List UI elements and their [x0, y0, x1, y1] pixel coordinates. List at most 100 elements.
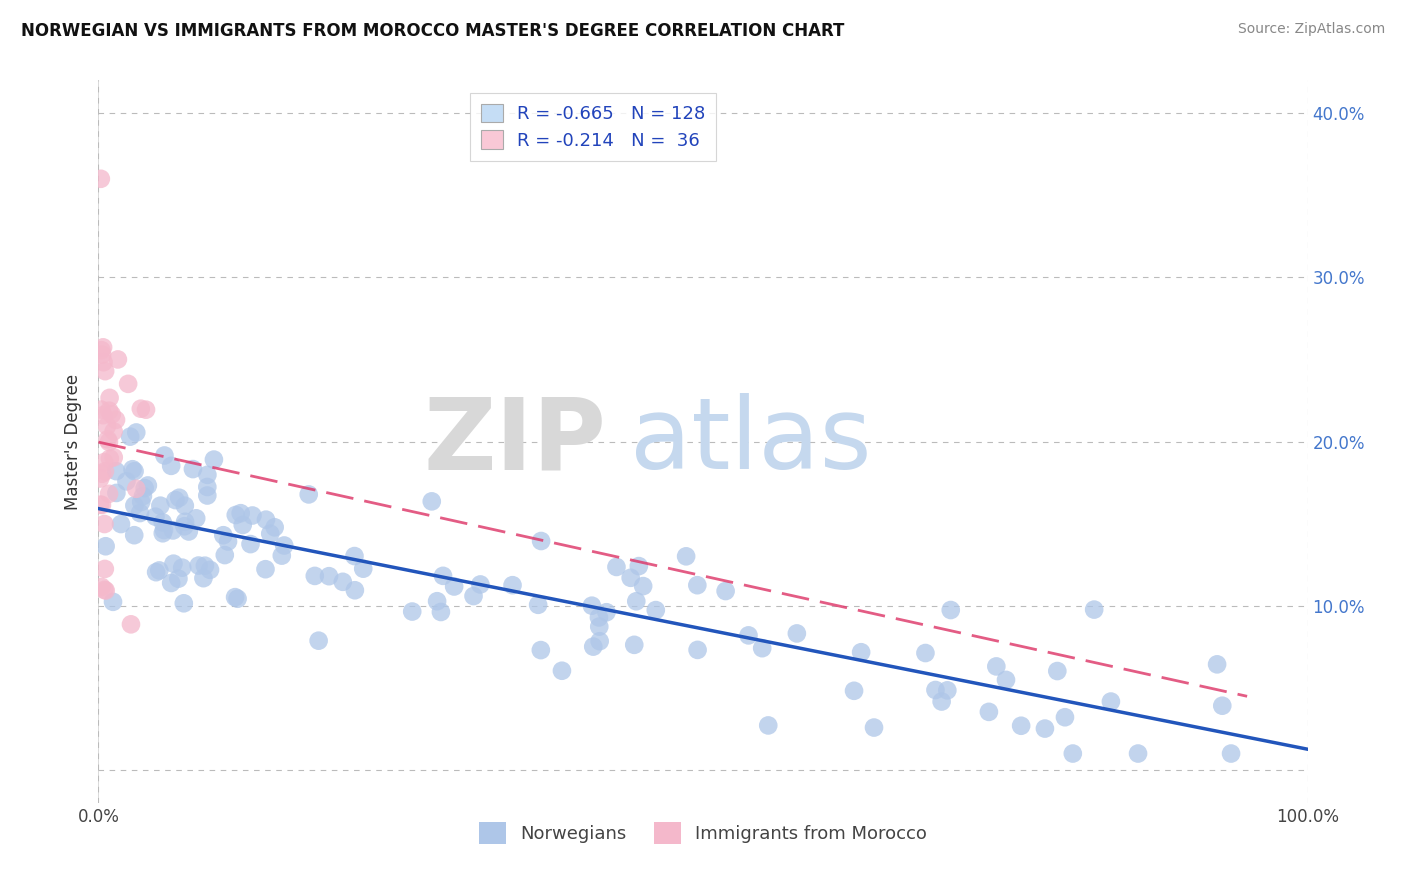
Point: [914, 646, 936, 660]
Point: [145, 509, 167, 524]
Point: [588, 610, 610, 624]
Point: [737, 628, 759, 642]
Point: [686, 578, 709, 592]
Point: [530, 534, 553, 549]
Point: [90, 402, 112, 417]
Point: [229, 506, 252, 520]
Point: [98, 451, 121, 466]
Point: [432, 569, 454, 583]
Point: [91, 498, 114, 512]
Point: [605, 560, 627, 574]
Point: [122, 528, 145, 542]
Point: [581, 599, 603, 613]
Point: [352, 562, 374, 576]
Point: [117, 376, 139, 391]
Point: [98, 403, 121, 417]
Point: [1220, 747, 1243, 761]
Point: [232, 517, 254, 532]
Point: [89, 498, 111, 512]
Point: [214, 548, 236, 562]
Point: [1099, 695, 1122, 709]
Point: [148, 563, 170, 577]
Point: [124, 464, 146, 478]
Point: [931, 694, 953, 708]
Point: [225, 508, 247, 522]
Point: [343, 583, 366, 598]
Point: [502, 578, 524, 592]
Point: [97, 433, 120, 447]
Point: [135, 402, 157, 417]
Point: [849, 645, 872, 659]
Point: [530, 643, 553, 657]
Point: [343, 549, 366, 563]
Point: [174, 515, 197, 529]
Point: [89, 471, 111, 485]
Point: [172, 560, 194, 574]
Point: [167, 572, 190, 586]
Point: [463, 589, 485, 603]
Point: [318, 569, 340, 583]
Point: [91, 348, 114, 362]
Point: [242, 508, 264, 523]
Point: [623, 638, 645, 652]
Point: [273, 539, 295, 553]
Point: [120, 430, 142, 444]
Text: ZIP: ZIP: [423, 393, 606, 490]
Point: [120, 617, 142, 632]
Point: [1010, 719, 1032, 733]
Point: [105, 413, 128, 427]
Point: [195, 480, 218, 494]
Point: [103, 425, 125, 439]
Point: [91, 340, 114, 354]
Point: [129, 495, 152, 509]
Point: [129, 401, 152, 416]
Point: [165, 493, 187, 508]
Point: [101, 595, 124, 609]
Point: [93, 355, 115, 369]
Point: [91, 467, 114, 481]
Point: [924, 683, 946, 698]
Point: [332, 574, 354, 589]
Point: [430, 605, 453, 619]
Point: [308, 633, 330, 648]
Point: [149, 499, 172, 513]
Point: [1211, 698, 1233, 713]
Point: [195, 489, 218, 503]
Point: [1062, 747, 1084, 761]
Point: [93, 582, 115, 597]
Point: [94, 539, 117, 553]
Point: [187, 558, 209, 573]
Point: [420, 494, 443, 508]
Point: [93, 516, 115, 531]
Point: [100, 408, 122, 422]
Point: [631, 579, 654, 593]
Point: [107, 352, 129, 367]
Point: [103, 450, 125, 465]
Point: [588, 619, 610, 633]
Point: [91, 408, 114, 422]
Point: [173, 499, 195, 513]
Point: [94, 464, 117, 478]
Point: [1053, 710, 1076, 724]
Point: [129, 506, 152, 520]
Point: [134, 481, 156, 495]
Point: [751, 641, 773, 656]
Point: [124, 499, 146, 513]
Point: [105, 486, 128, 500]
Point: [259, 526, 281, 541]
Point: [686, 643, 709, 657]
Point: [96, 419, 118, 434]
Point: [125, 425, 148, 440]
Point: [162, 524, 184, 538]
Point: [212, 528, 235, 542]
Point: [756, 718, 779, 732]
Point: [160, 458, 183, 473]
Point: [181, 462, 204, 476]
Point: [193, 571, 215, 585]
Point: [995, 673, 1018, 687]
Point: [226, 591, 249, 606]
Y-axis label: Master's Degree: Master's Degree: [65, 374, 83, 509]
Point: [589, 634, 612, 648]
Point: [620, 571, 643, 585]
Point: [90, 171, 112, 186]
